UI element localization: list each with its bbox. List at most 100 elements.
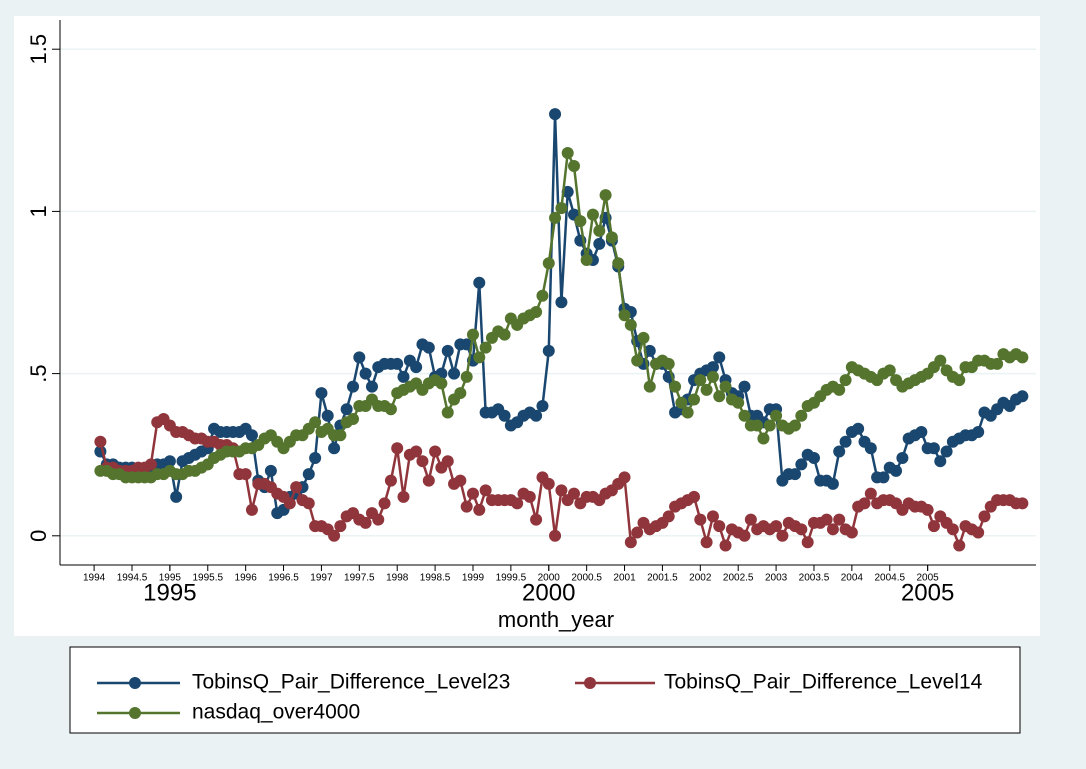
data-point xyxy=(391,442,404,455)
data-point xyxy=(530,409,543,422)
data-point xyxy=(321,409,334,422)
data-point xyxy=(858,497,871,510)
data-point xyxy=(612,257,625,270)
data-point xyxy=(877,471,890,484)
data-point xyxy=(498,409,511,422)
data-point xyxy=(334,520,347,533)
data-point xyxy=(94,435,107,448)
data-point xyxy=(365,380,378,393)
data-point xyxy=(688,393,701,406)
data-point xyxy=(618,471,631,484)
data-point xyxy=(441,344,454,357)
data-point xyxy=(536,400,549,413)
data-point xyxy=(833,445,846,458)
legend-marker xyxy=(129,677,141,689)
data-point xyxy=(719,539,732,552)
data-point xyxy=(978,510,991,523)
data-point xyxy=(643,380,656,393)
data-point xyxy=(328,529,341,542)
data-point xyxy=(245,429,258,442)
data-point xyxy=(473,276,486,289)
data-point xyxy=(555,484,568,497)
data-point xyxy=(454,474,467,487)
data-point xyxy=(359,367,372,380)
data-point xyxy=(934,354,947,367)
data-point xyxy=(624,536,637,549)
data-point xyxy=(245,503,258,516)
x-tick-label: 2001.5 xyxy=(647,573,678,584)
data-point xyxy=(921,503,934,516)
data-point xyxy=(864,487,877,500)
x-major-tick-label: 2000 xyxy=(522,579,575,606)
data-point xyxy=(549,211,562,224)
data-point xyxy=(662,510,675,523)
data-point xyxy=(1016,351,1029,364)
data-point xyxy=(549,529,562,542)
y-tick-label: .5 xyxy=(26,364,51,382)
data-point xyxy=(460,500,473,513)
data-point xyxy=(706,361,719,374)
data-point xyxy=(593,237,606,250)
legend-marker xyxy=(584,677,596,689)
data-point xyxy=(410,445,423,458)
data-point xyxy=(795,409,808,422)
data-point xyxy=(631,354,644,367)
x-tick-label: 2003.5 xyxy=(799,573,830,584)
data-point xyxy=(384,403,397,416)
data-point xyxy=(845,526,858,539)
data-point xyxy=(915,425,928,438)
data-point xyxy=(795,523,808,536)
x-tick-label: 1996 xyxy=(235,573,258,584)
data-point xyxy=(953,374,966,387)
data-point xyxy=(896,451,909,464)
data-point xyxy=(378,497,391,510)
data-point xyxy=(586,208,599,221)
data-point xyxy=(561,147,574,160)
data-point xyxy=(435,377,448,390)
data-point xyxy=(542,257,555,270)
x-tick-label: 2005 xyxy=(917,573,940,584)
data-point xyxy=(624,318,637,331)
data-point xyxy=(536,289,549,302)
data-point xyxy=(309,416,322,429)
data-point xyxy=(688,490,701,503)
legend-label: TobinsQ_Pair_Difference_Level23 xyxy=(192,671,510,694)
y-tick-label: 0 xyxy=(26,530,51,542)
x-tick-label: 2000.5 xyxy=(571,573,602,584)
data-point xyxy=(700,536,713,549)
x-tick-label: 1996.5 xyxy=(268,573,299,584)
data-point xyxy=(700,383,713,396)
data-point xyxy=(372,513,385,526)
data-point xyxy=(864,442,877,455)
data-point xyxy=(580,254,593,267)
data-point xyxy=(732,396,745,409)
data-point xyxy=(340,403,353,416)
data-point xyxy=(391,357,404,370)
data-point xyxy=(593,224,606,237)
data-point xyxy=(738,409,751,422)
data-point xyxy=(530,305,543,318)
data-point xyxy=(511,497,524,510)
data-point xyxy=(454,387,467,400)
x-tick-label: 1997.5 xyxy=(344,573,375,584)
data-point xyxy=(713,520,726,533)
data-point xyxy=(826,477,839,490)
data-point xyxy=(852,422,865,435)
data-point xyxy=(713,351,726,364)
data-point xyxy=(675,396,688,409)
data-point xyxy=(1016,497,1029,510)
x-major-tick-label: 1995 xyxy=(143,579,196,606)
x-tick-label: 2004 xyxy=(841,573,864,584)
data-point xyxy=(555,202,568,215)
data-point xyxy=(789,468,802,481)
data-point xyxy=(706,510,719,523)
data-point xyxy=(498,328,511,341)
x-tick-label: 2000 xyxy=(538,573,561,584)
data-point xyxy=(384,474,397,487)
x-tick-label: 2002 xyxy=(689,573,712,584)
data-point xyxy=(744,513,757,526)
data-point xyxy=(669,380,682,393)
data-point xyxy=(170,490,183,503)
data-point xyxy=(927,442,940,455)
x-major-tick-label: 2005 xyxy=(901,579,954,606)
